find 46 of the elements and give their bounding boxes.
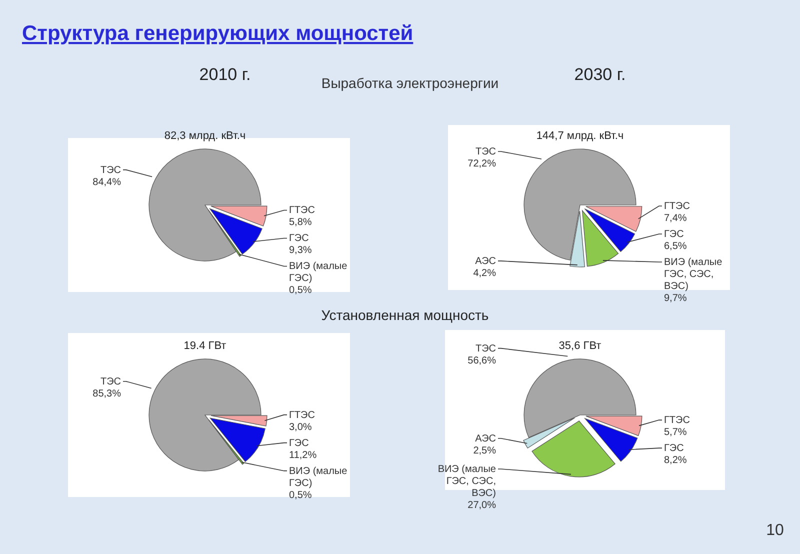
chart-subtitle: 19.4 ГВт [184, 340, 226, 352]
slice-label: ГЭС [664, 229, 684, 240]
data-label: 0,5% [289, 285, 312, 296]
data-label: 85,3% [92, 388, 122, 400]
slice-label: ВИЭ (малые ГЭС, СЭС, ВЭС) [438, 464, 496, 499]
data-label: 4,2% [473, 268, 496, 279]
data-label: 8,2% [664, 455, 687, 466]
slice-label: АЭС [475, 256, 496, 267]
data-label: 0,5% [289, 490, 312, 501]
slice-label: ВИЭ (малые ГЭС) [289, 261, 348, 284]
data-label: 7,4% [664, 213, 687, 224]
data-label: 3,0% [289, 422, 312, 433]
data-label: 9,7% [664, 293, 687, 304]
slice-label: ВИЭ (малые ГЭС) [289, 466, 348, 489]
data-label: 84,4% [92, 176, 122, 188]
slice-label: ГТЭС [289, 205, 315, 216]
text: Установленная мощность [321, 307, 489, 323]
data-label: 27,0% [468, 500, 496, 511]
slice-label: ГЭС [289, 438, 309, 449]
slice-label: ТЭС [475, 343, 496, 354]
data-label: 6,5% [664, 241, 687, 252]
slice-label: ГТЭС [664, 201, 690, 212]
chart-title: 2030 г. [574, 65, 626, 84]
chart-title: 2010 г. [199, 65, 251, 84]
slice-label: ТЭС [100, 376, 121, 388]
slice-label: ТЭС [100, 164, 121, 176]
slice-label: ГТЭС [289, 410, 315, 421]
slice-label: ВИЭ (малые ГЭС, СЭС, ВЭС) [664, 257, 723, 292]
data-label: 56,6% [468, 355, 496, 366]
chart-subtitle: 144,7 млрд. кВт.ч [536, 130, 624, 142]
slice-label: ТЭС [475, 146, 496, 158]
text: Выработка электроэнергии [321, 75, 499, 91]
data-label: 5,7% [664, 427, 687, 438]
data-label: 72,2% [468, 158, 496, 170]
data-label: 11,2% [289, 450, 317, 461]
slice-label: ГЭС [664, 443, 684, 454]
slice-label: ГТЭС [664, 415, 690, 426]
data-label: 5,8% [289, 217, 312, 228]
data-label: 9,3% [289, 245, 312, 256]
text: Структура генерирующих мощностей [22, 22, 414, 45]
chart-subtitle: 35,6 ГВт [558, 340, 602, 352]
data-label: 2,5% [473, 445, 496, 456]
slice-label: АЭС [475, 433, 496, 444]
chart-subtitle: 82,3 млрд. кВт.ч [164, 130, 246, 142]
text: 10 [766, 522, 784, 539]
slice-label: ГЭС [289, 233, 309, 244]
